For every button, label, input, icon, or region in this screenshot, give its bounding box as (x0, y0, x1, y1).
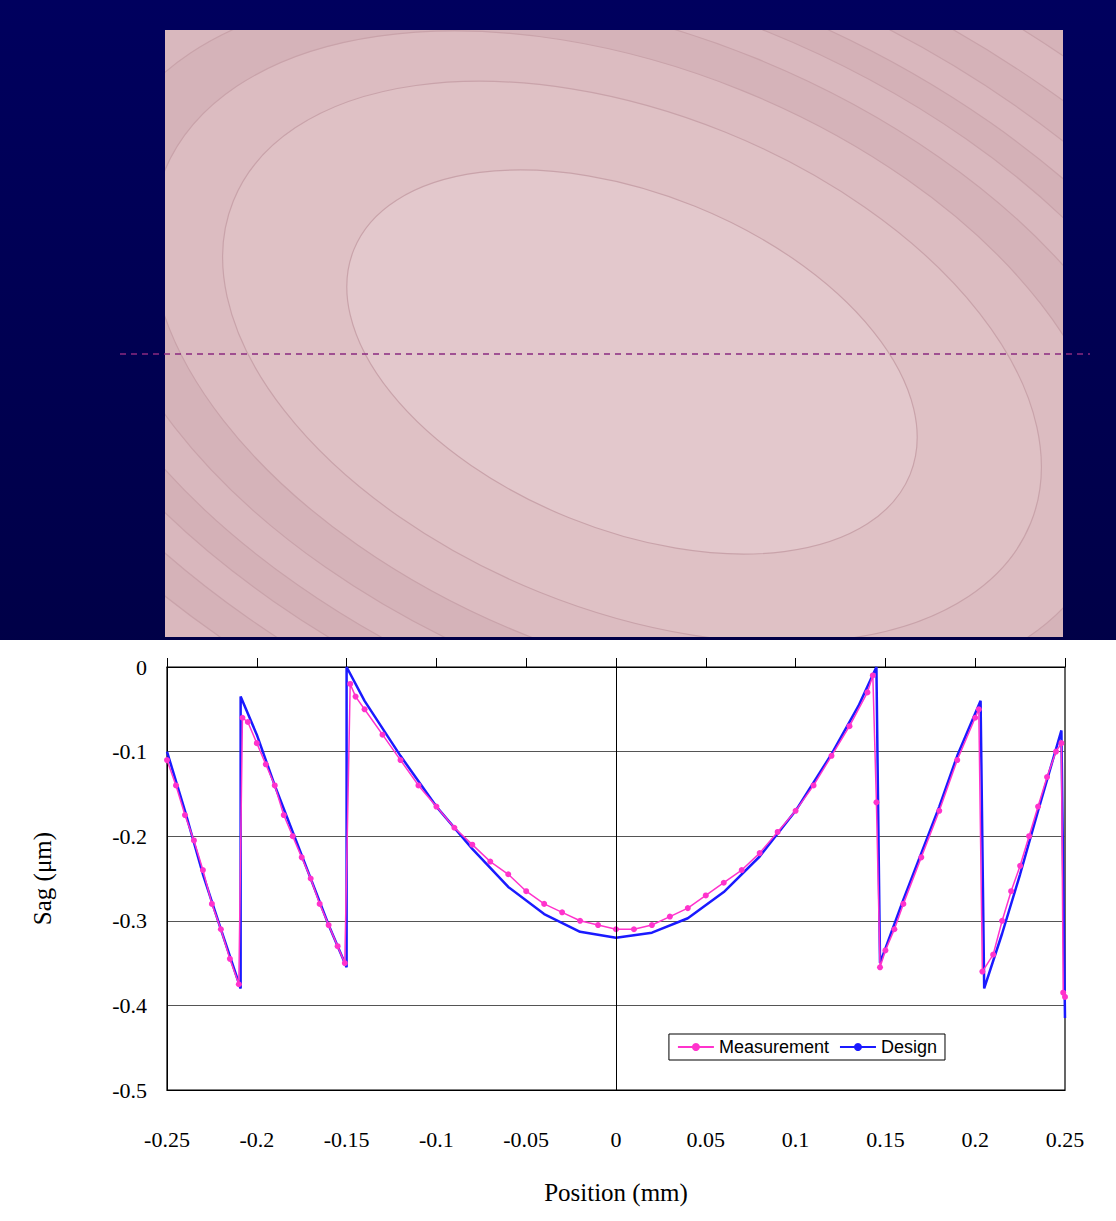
svg-text:-0.2: -0.2 (239, 1127, 274, 1152)
svg-text:-0.15: -0.15 (324, 1127, 370, 1152)
svg-text:0: 0 (136, 655, 147, 680)
svg-text:-0.4: -0.4 (112, 993, 147, 1018)
svg-text:0.15: 0.15 (866, 1127, 905, 1152)
svg-text:Sag (μm): Sag (μm) (29, 832, 57, 925)
svg-text:0.25: 0.25 (1046, 1127, 1085, 1152)
svg-text:Design: Design (881, 1037, 937, 1057)
svg-text:Position (mm): Position (mm) (544, 1179, 688, 1207)
svg-text:0.05: 0.05 (687, 1127, 726, 1152)
svg-text:-0.25: -0.25 (144, 1127, 190, 1152)
svg-text:-0.5: -0.5 (112, 1078, 147, 1103)
svg-text:-0.3: -0.3 (112, 908, 147, 933)
svg-text:Measurement: Measurement (719, 1037, 829, 1057)
svg-text:-0.2: -0.2 (112, 824, 147, 849)
svg-text:-0.1: -0.1 (112, 739, 147, 764)
svg-text:0.2: 0.2 (961, 1127, 989, 1152)
svg-text:0: 0 (611, 1127, 622, 1152)
svg-text:-0.1: -0.1 (419, 1127, 454, 1152)
svg-text:0.1: 0.1 (782, 1127, 810, 1152)
svg-text:-0.05: -0.05 (503, 1127, 549, 1152)
